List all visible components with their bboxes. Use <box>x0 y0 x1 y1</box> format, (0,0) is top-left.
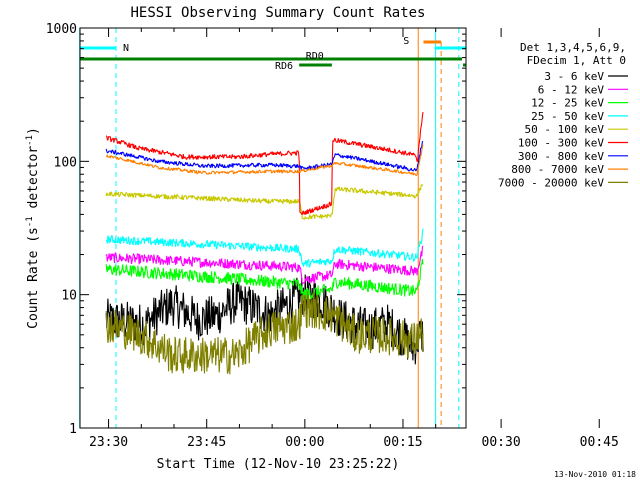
axes: 1 10 100 1000 23:30 23:45 00:00 00:15 00:30 00:45… <box>46 22 619 450</box>
series-7000-20000-kev-line <box>105 291 424 375</box>
chart-title: HESSI Observing Summary Count Rates <box>130 5 425 21</box>
legend-header: Det 1,3,4,5,6,9, <box>520 41 626 54</box>
series-300-800-kev-line <box>105 140 424 172</box>
x-tick-label: 23:45 <box>187 435 226 450</box>
legend: Det 1,3,4,5,6,9,FDecim 1, Att 0 3 - 6 keV… <box>498 41 628 189</box>
legend-label: 50 - 100 keV <box>525 123 605 136</box>
y-tick-label: 10 <box>61 289 77 304</box>
x-tick-label: 00:15 <box>383 435 422 450</box>
series-25-50-kev-line <box>105 228 424 268</box>
plot-frame <box>79 27 467 429</box>
series-50-100-kev-line <box>105 184 424 220</box>
y-tick-label: 1 <box>69 422 77 437</box>
x-tick-label: 00:45 <box>580 435 619 450</box>
legend-label: 300 - 800 keV <box>518 150 604 163</box>
legend-header: FDecim 1, Att 0 <box>527 54 626 67</box>
y-axis-label: Count Rate (s-1 detector-1) <box>25 127 41 329</box>
timestamp: 13-Nov-2010 01:18 <box>554 470 636 479</box>
series-800-7000-kev-line <box>105 144 424 176</box>
y-tick-label: 1000 <box>46 22 77 37</box>
flag-label-s: S <box>403 36 409 47</box>
legend-label: 100 - 300 keV <box>518 137 604 150</box>
x-tick-label: 00:00 <box>285 435 324 450</box>
series-100-300-kev-line <box>105 112 424 216</box>
x-tick-label: 00:30 <box>482 435 521 450</box>
plot-area: N S RD0 RD6 <box>79 28 466 428</box>
x-axis-label: Start Time (12-Nov-10 23:25:22) <box>157 457 400 472</box>
legend-label: 7000 - 20000 keV <box>498 176 604 189</box>
y-tick-label: 100 <box>54 155 77 170</box>
legend-label: 800 - 7000 keV <box>511 163 604 176</box>
legend-label: 6 - 12 keV <box>538 83 605 96</box>
series-6-12-kev-line <box>105 245 424 285</box>
x-tick-label: 23:30 <box>89 435 128 450</box>
flag-label-n: N <box>123 43 129 54</box>
legend-label: 3 - 6 keV <box>544 70 604 83</box>
series-12-25-kev-line <box>105 259 424 301</box>
legend-label: 25 - 50 keV <box>531 110 604 123</box>
legend-label: 12 - 25 keV <box>531 97 604 110</box>
flag-label-rd0: RD0 <box>306 51 324 62</box>
flag-label-rd6: RD6 <box>275 61 293 72</box>
